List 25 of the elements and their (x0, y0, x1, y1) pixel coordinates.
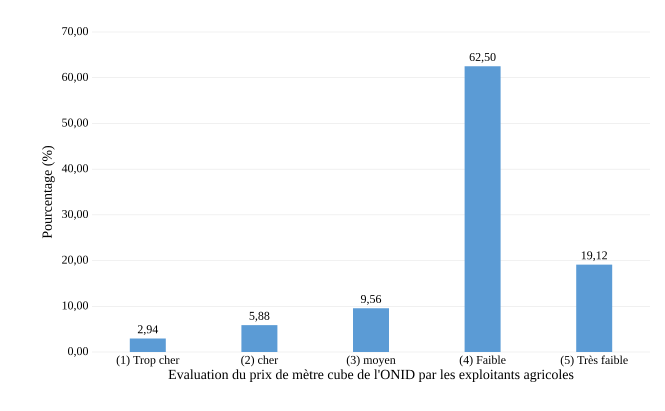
bar (464, 66, 501, 352)
data-label: 9,56 (360, 295, 382, 305)
y-tick-label: 0,00 (68, 347, 88, 357)
bar (130, 338, 166, 352)
x-tick-label: (4) Faible (460, 356, 506, 366)
y-axis-title: Pourcentage (%) (42, 146, 55, 238)
y-tick-label: 30,00 (62, 210, 88, 220)
y-tick-label: 40,00 (62, 164, 88, 174)
bar (241, 325, 278, 352)
x-tick-label: (3) moyen (346, 356, 396, 366)
data-label: 62,50 (470, 52, 496, 63)
bar (353, 308, 390, 352)
x-axis-title: Evaluation du prix de mètre cube de l'ONID par les exploitants agricoles (168, 369, 574, 382)
data-label: 5,88 (250, 312, 270, 322)
y-tick-label: 70,00 (62, 27, 88, 37)
y-tick-label: 60,00 (62, 72, 88, 83)
data-label: 19,12 (582, 251, 607, 262)
x-tick-label: (2) cher (241, 356, 278, 366)
y-tick-label: 10,00 (62, 301, 88, 312)
bar (576, 264, 612, 352)
y-tick-label: 20,00 (62, 256, 88, 266)
x-tick-label: (1) Trop cher (116, 356, 180, 366)
x-tick-label: (5) Très faible (560, 356, 628, 366)
y-tick-label: 50,00 (62, 118, 88, 128)
data-label: 2,94 (138, 325, 158, 336)
